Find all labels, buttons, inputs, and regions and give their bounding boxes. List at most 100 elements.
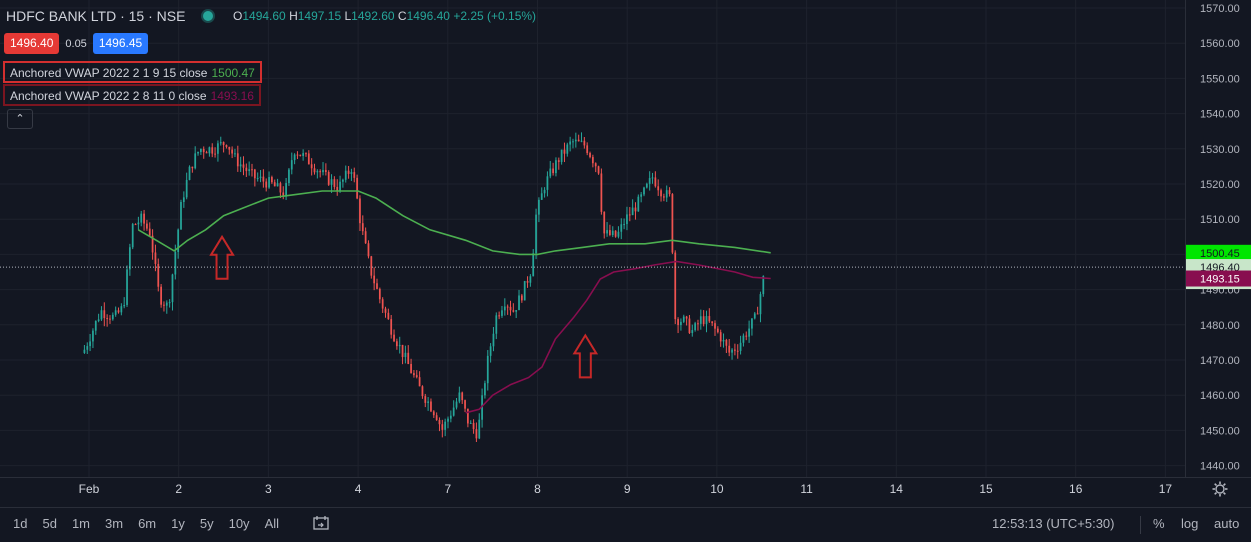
candle-body (128, 247, 131, 270)
candle-body (751, 318, 753, 329)
date-range-icon[interactable] (312, 515, 330, 531)
candle-body (197, 151, 199, 154)
settings-gear-icon[interactable] (1212, 481, 1228, 497)
spread-value: 0.05 (65, 37, 87, 50)
candle-body (126, 269, 128, 305)
percent-toggle[interactable]: % (1153, 516, 1165, 531)
candle-body (307, 153, 310, 165)
price-tick-label: 1460.00 (1200, 390, 1240, 402)
candle-body (361, 223, 364, 232)
candle-body (228, 146, 231, 150)
candle-body (572, 141, 574, 143)
candle-body (279, 183, 282, 193)
candle-body (427, 401, 430, 403)
price-tick-label: 1440.00 (1200, 461, 1240, 473)
indicator-vwap-1[interactable]: Anchored VWAP 2022 2 1 9 15 close 1500.47 (3, 61, 262, 83)
candle-body (120, 306, 123, 313)
candle-body (342, 179, 344, 182)
candle-body (239, 164, 242, 167)
candle-body (748, 328, 750, 337)
sell-button[interactable]: 1496.40 (4, 33, 60, 54)
vwap2-price-tag-text: 1493.15 (1200, 274, 1240, 286)
candle-body (728, 345, 731, 353)
candle-body (324, 170, 327, 172)
collapse-legend-button[interactable]: ⌃ (7, 109, 33, 129)
range-1d[interactable]: 1d (13, 516, 28, 531)
candle-body (475, 429, 478, 439)
candle-body (148, 228, 151, 236)
candle-body (651, 177, 654, 179)
candle-body (628, 214, 631, 216)
close-key: C (397, 9, 407, 23)
low-value: 1492.60 (351, 9, 395, 23)
candle-body (381, 299, 384, 309)
candle-body (336, 186, 339, 191)
price-tick-label: 1540.00 (1200, 109, 1240, 121)
candle-body (117, 310, 120, 313)
candle-body (276, 183, 279, 187)
candle-body (617, 231, 620, 237)
candle-body (305, 153, 307, 155)
candle-body (714, 323, 716, 329)
range-6m[interactable]: 6m (138, 516, 157, 531)
candle-body (626, 214, 628, 225)
range-5y[interactable]: 5y (199, 516, 214, 531)
candle-body (708, 316, 711, 322)
range-1y[interactable]: 1y (171, 516, 185, 531)
change-value: +2.25 (+0.15%) (453, 9, 537, 23)
candle-body (319, 171, 322, 173)
log-toggle[interactable]: log (1181, 516, 1199, 531)
candle-body (569, 141, 572, 145)
candle-body (390, 319, 393, 335)
candle-body (395, 341, 398, 347)
candle-body (509, 306, 512, 311)
candle-body (353, 172, 356, 178)
candle-body (376, 283, 378, 289)
candle-body (486, 355, 489, 384)
candle-body (736, 350, 739, 352)
candle-body (157, 263, 160, 287)
candle-body (378, 288, 381, 300)
range-all[interactable]: All (264, 516, 280, 531)
candle-body (214, 153, 216, 155)
candle-body (762, 276, 765, 295)
candle-body (515, 310, 518, 312)
range-5d[interactable]: 5d (42, 516, 57, 531)
auto-toggle[interactable]: auto (1214, 516, 1240, 531)
buy-button[interactable]: 1496.45 (92, 33, 149, 54)
range-3m[interactable]: 3m (105, 516, 124, 531)
price-tick-label: 1570.00 (1200, 3, 1240, 15)
candle-body (674, 252, 677, 320)
open-value: 1494.60 (242, 9, 286, 23)
candle-body (623, 224, 625, 226)
candle-body (370, 256, 373, 276)
candle-body (455, 401, 458, 408)
candle-body (435, 415, 438, 421)
clock-timezone[interactable]: 12:53:13 (UTC+5:30) (992, 516, 1115, 531)
candle-body (665, 190, 668, 198)
candle-body (151, 235, 154, 253)
candle-body (259, 176, 262, 178)
low-key: L (344, 9, 352, 23)
candle-body (759, 294, 762, 315)
indicator-vwap-2[interactable]: Anchored VWAP 2022 2 8 11 0 close 1493.16 (3, 84, 261, 106)
candle-body (282, 192, 285, 197)
range-1m[interactable]: 1m (71, 516, 90, 531)
time-tick-label: 7 (444, 482, 451, 496)
candle-body (614, 230, 617, 237)
candle-body (165, 302, 168, 306)
candle-body (421, 386, 424, 397)
price-tick-label: 1470.00 (1200, 355, 1240, 367)
candle-body (413, 373, 415, 376)
candle-body (242, 164, 245, 168)
candle-body (734, 349, 736, 351)
range-10y[interactable]: 10y (228, 516, 250, 531)
candle-body (447, 418, 449, 422)
symbol-title[interactable]: HDFC BANK LTD · 15 · NSE (6, 8, 186, 24)
candle-body (603, 211, 606, 234)
candle-body (472, 422, 475, 430)
candle-body (503, 306, 506, 311)
candle-body (640, 194, 643, 197)
time-tick-label: 8 (534, 482, 541, 496)
